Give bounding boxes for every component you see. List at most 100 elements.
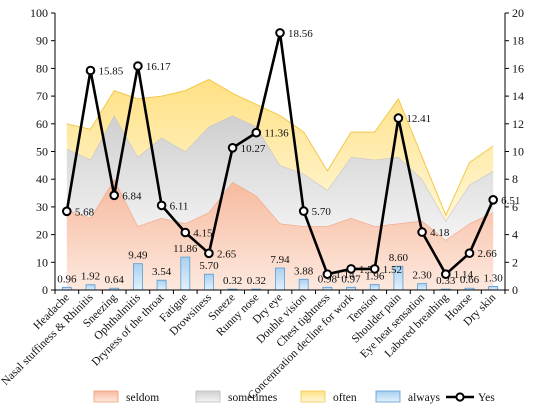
right-tick-label: 6 — [512, 200, 518, 214]
line-yes-label: 1.14 — [454, 269, 474, 281]
legend-label-always: always — [408, 392, 440, 404]
line-yes-marker — [393, 113, 404, 123]
left-tick-label: 10 — [36, 255, 48, 269]
area-often — [66, 79, 494, 221]
line-yes-marker — [85, 65, 96, 76]
bar-always-label: 1.30 — [484, 272, 504, 284]
bar-always — [180, 256, 191, 291]
left-tick-label: 80 — [36, 61, 48, 75]
line-yes-marker — [204, 248, 214, 259]
line-yes-label: 6.84 — [122, 190, 142, 202]
bar-always — [156, 279, 167, 291]
bar-always — [488, 285, 499, 291]
right-tick-label: 10 — [512, 145, 524, 159]
bar-always-label: 1.92 — [81, 271, 100, 283]
left-tick-label: 50 — [36, 145, 48, 159]
line-yes-marker — [275, 28, 285, 38]
line-yes-label: 5.70 — [312, 206, 332, 218]
legend-swatch-always — [375, 390, 401, 403]
left-tick-label: 90 — [36, 34, 48, 48]
left-tick-label: 100 — [30, 6, 48, 20]
line-yes-label: 5.68 — [75, 206, 95, 218]
legend-label-seldom: seldom — [126, 392, 159, 404]
line-yes-label: 11.36 — [264, 128, 289, 140]
right-tick-label: 14 — [512, 89, 524, 103]
bar-always-label: 0.98 — [318, 273, 338, 285]
left-tick-label: 0 — [42, 283, 48, 297]
line-yes-label: 12.41 — [406, 113, 431, 125]
right-tick-label: 2 — [512, 255, 518, 269]
bar-always-label: 11.86 — [173, 243, 198, 255]
legend-swatch-sometimes — [195, 390, 221, 403]
line-yes-label: 4.18 — [430, 227, 450, 239]
left-tick-label: 70 — [36, 89, 48, 103]
bar-always — [369, 284, 380, 291]
line-yes-marker — [298, 206, 309, 216]
line-yes-marker — [156, 200, 167, 211]
bar-always-label: 3.54 — [152, 266, 172, 278]
bar-always-label: 0.33 — [436, 275, 456, 287]
legend: seldom sometimes often always Yes — [93, 390, 495, 404]
line-yes-marker — [62, 206, 72, 217]
left-tick-label: 60 — [36, 117, 48, 131]
left-axis: 0 10 20 30 40 50 60 70 80 90 100 — [30, 6, 56, 297]
bar-always-label: 0.97 — [341, 273, 361, 285]
bar-always-label: 8.60 — [389, 252, 409, 264]
line-yes-marker — [180, 227, 191, 238]
bar-always-label: 7.94 — [270, 254, 290, 266]
line-yes-marker — [417, 227, 427, 237]
line-yes-marker — [322, 269, 333, 280]
area-edge-often — [66, 78, 494, 217]
bar-always-label: 0.32 — [247, 275, 266, 287]
legend-label-sometimes: sometimes — [228, 392, 278, 404]
line-yes-label: 16.17 — [146, 61, 171, 73]
area-sometimes — [66, 115, 494, 241]
right-tick-label: 20 — [512, 6, 524, 20]
bar-always-label: 0.66 — [460, 274, 480, 286]
line-yes-label: 2.65 — [217, 248, 237, 260]
line-yes-label: 10.27 — [241, 143, 266, 155]
line-yes-marker — [346, 264, 356, 274]
bar-always — [132, 263, 143, 291]
line-yes-marker — [441, 269, 451, 280]
bar-always-label: 0.32 — [223, 275, 242, 287]
bar-always-label: 2.30 — [412, 270, 432, 282]
bar-always — [85, 284, 96, 291]
line-yes-marker — [133, 61, 143, 71]
left-tick-label: 40 — [36, 172, 48, 186]
bar-always-label: 0.96 — [57, 273, 77, 285]
bar-always-label: 3.88 — [294, 265, 314, 277]
bar-always — [417, 283, 428, 291]
line-yes-label: 2.66 — [477, 248, 497, 260]
right-tick-label: 4 — [512, 228, 518, 242]
line-yes-marker — [369, 264, 380, 274]
line-yes-marker — [488, 195, 499, 205]
bar-always-label: 0.64 — [105, 274, 125, 286]
legend-swatch-seldom — [93, 390, 119, 403]
bar-always — [275, 267, 285, 291]
line-yes-marker — [464, 248, 475, 258]
right-tick-label: 18 — [512, 34, 524, 48]
line-yes-label: 1.52 — [383, 264, 402, 276]
line-yes-label: 4.15 — [193, 228, 213, 240]
line-yes-label: 6.11 — [170, 200, 189, 212]
line-yes-marker — [109, 190, 119, 201]
line-yes-label: 6.51 — [501, 195, 520, 207]
legend-label-often: often — [333, 392, 357, 404]
left-tick-label: 30 — [36, 200, 48, 214]
bar-always-label: 5.70 — [199, 260, 219, 272]
right-tick-label: 0 — [512, 283, 518, 297]
bar-always-label: 9.49 — [128, 250, 148, 262]
line-yes-label: 15.85 — [99, 65, 124, 77]
line-yes-marker — [251, 127, 262, 138]
legend-marker-yes — [455, 392, 465, 402]
right-tick-label: 16 — [512, 61, 524, 75]
right-tick-label: 8 — [512, 172, 518, 186]
area-seldom — [66, 179, 494, 290]
left-tick-label: 20 — [36, 228, 48, 242]
line-yes-marker — [227, 143, 238, 153]
line-yes-label: 18.56 — [288, 28, 313, 40]
